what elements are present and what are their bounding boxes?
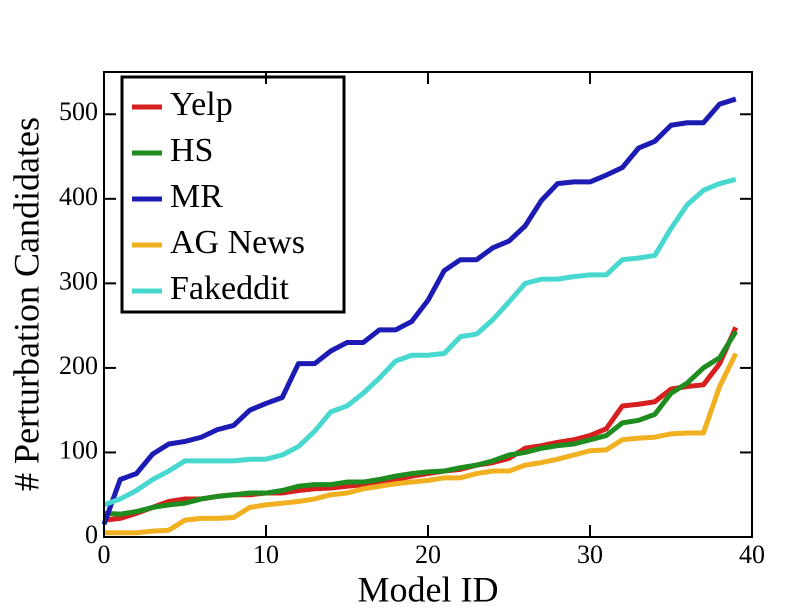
x-tick-label: 30 bbox=[577, 540, 603, 569]
legend-label: MR bbox=[170, 178, 223, 215]
series-line bbox=[103, 176, 737, 508]
x-tick-label: 10 bbox=[253, 540, 279, 569]
series-line bbox=[104, 352, 739, 536]
legend-label: AG News bbox=[170, 224, 305, 261]
x-tick-label: 40 bbox=[739, 540, 765, 569]
series-line bbox=[101, 96, 737, 526]
legend-box bbox=[120, 75, 346, 314]
y-tick-label: 400 bbox=[59, 182, 98, 211]
legend-label: HS bbox=[170, 132, 213, 169]
legend-label: Yelp bbox=[170, 86, 233, 123]
y-tick-label: 500 bbox=[59, 97, 98, 126]
y-tick-label: 300 bbox=[59, 266, 98, 295]
plot-area bbox=[101, 96, 739, 536]
x-axis-label: Model ID bbox=[358, 569, 499, 609]
y-tick-label: 100 bbox=[59, 435, 98, 464]
y-tick-label: 0 bbox=[85, 520, 98, 549]
x-tick-label: 0 bbox=[98, 540, 111, 569]
legend-label: Fakeddit bbox=[170, 270, 290, 307]
y-axis-label: # Perturbation Candidates bbox=[6, 117, 46, 491]
x-tick-label: 20 bbox=[415, 540, 441, 569]
series-line bbox=[103, 330, 738, 517]
legend: Yelp HS MR AG News Fakeddit bbox=[120, 75, 346, 314]
y-tick-label: 200 bbox=[59, 351, 98, 380]
